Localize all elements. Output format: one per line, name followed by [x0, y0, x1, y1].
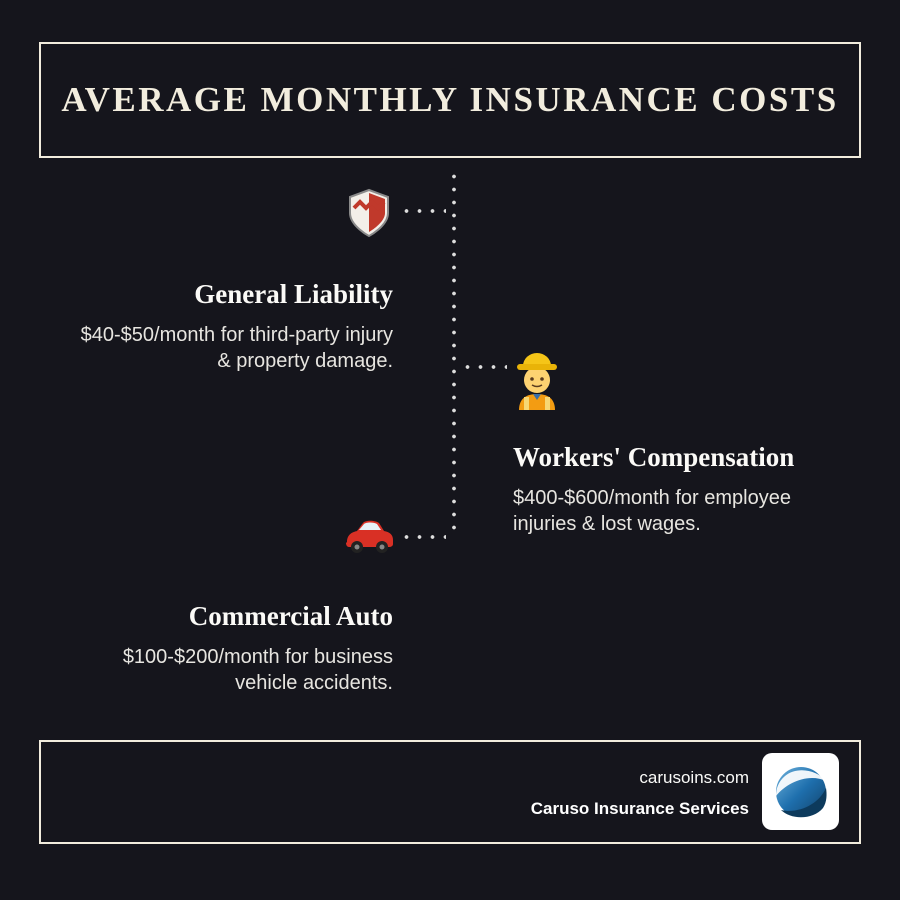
- item-description: $40-$50/month for third-party injury & p…: [80, 324, 393, 372]
- timeline-dotted-line: [452, 170, 456, 532]
- footer-frame: carusoins.com Caruso Insurance Services: [39, 740, 861, 844]
- construction-worker-icon: [512, 348, 562, 415]
- globe-swirl-icon: [775, 766, 827, 817]
- page-title: AVERAGE MONTHLY INSURANCE COSTS: [61, 80, 839, 119]
- caruso-logo: [762, 753, 839, 830]
- timeline-item-workers-compensation: Workers' Compensation $400-$600/month fo…: [513, 442, 853, 537]
- connector-dots-workers-compensation: [461, 365, 507, 369]
- item-heading: General Liability: [194, 279, 393, 309]
- timeline-item-general-liability: General Liability $40-$50/month for thir…: [63, 279, 393, 374]
- car-icon: [342, 514, 396, 563]
- item-description: $100-$200/month for business vehicle acc…: [122, 646, 393, 694]
- shield-icon: [346, 188, 392, 243]
- item-heading: Commercial Auto: [188, 601, 393, 631]
- item-description: $400-$600/month for employee injuries & …: [513, 487, 791, 535]
- connector-dots-commercial-auto: [400, 535, 446, 539]
- company-name: Caruso Insurance Services: [530, 799, 749, 818]
- timeline-item-commercial-auto: Commercial Auto $100-$200/month for busi…: [63, 601, 393, 696]
- connector-dots-general-liability: [400, 209, 446, 213]
- website-text: carusoins.com: [639, 768, 749, 787]
- item-heading: Workers' Compensation: [513, 442, 795, 472]
- header-frame: AVERAGE MONTHLY INSURANCE COSTS: [39, 42, 861, 158]
- footer-text: carusoins.com Caruso Insurance Services: [531, 768, 749, 819]
